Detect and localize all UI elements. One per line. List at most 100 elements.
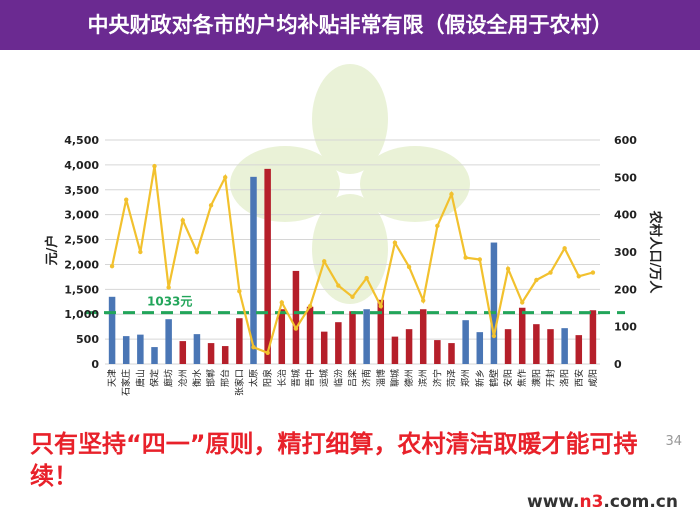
- y-tick-label: 4,000: [64, 159, 99, 172]
- bar: [236, 318, 243, 364]
- x-tick-label: 临汾: [332, 369, 344, 387]
- line-point: [520, 300, 525, 305]
- y-tick-label: 4,500: [64, 134, 99, 147]
- chart: 1033元 0 500 1,000 1,500 2,000 2,500 3,000 3,500…: [44, 134, 663, 396]
- line-point: [265, 350, 270, 355]
- line-point: [477, 257, 482, 262]
- y-tick-label: 3,000: [64, 209, 99, 222]
- bar: [122, 336, 130, 364]
- bar: [504, 329, 512, 364]
- bar: [193, 334, 201, 364]
- x-tick-label: 菏泽: [447, 369, 458, 387]
- x-tick-label: 衡水: [191, 369, 203, 387]
- y2-tick-label: 0: [614, 358, 622, 371]
- x-tick-label: 咸阳: [587, 369, 599, 387]
- bar: [278, 309, 286, 364]
- line-point: [406, 264, 412, 270]
- bar: [306, 306, 314, 364]
- x-tick-label: 濮阳: [530, 369, 542, 387]
- y2-tick-label: 300: [614, 246, 637, 259]
- x-tick-label: 运城: [319, 369, 330, 387]
- y2-tick-label: 100: [614, 321, 637, 334]
- y2-tick-label: 500: [614, 171, 637, 184]
- line-point: [138, 249, 143, 255]
- bar: [533, 324, 540, 364]
- line-points: [109, 163, 596, 355]
- site-url: www.n3.com.cn: [527, 492, 678, 512]
- x-axis-ticks: 天津 石家庄 唐山 保定 廊坊 沧州 衡水 邯郸 邢台 张家口 太原 阳泉 长治 晋城 晋中 运城 临汾 吕梁 济南…: [107, 369, 599, 396]
- line-point: [590, 270, 596, 275]
- bar: [589, 310, 597, 364]
- line-point: [435, 223, 440, 229]
- line-point: [421, 298, 426, 303]
- x-tick-label: 济南: [361, 369, 373, 387]
- bar: [349, 311, 356, 364]
- bar: [264, 168, 271, 364]
- line-point: [534, 277, 539, 283]
- line-point: [322, 259, 327, 264]
- slogan-text: 只有坚持“四一”原则，精打细算，农村清洁取暖才能可持续！: [30, 430, 638, 490]
- line-point: [166, 285, 171, 290]
- x-tick-label: 鹤壁: [488, 369, 500, 387]
- y2-tick-label: 600: [614, 134, 637, 147]
- line-point: [251, 345, 256, 350]
- x-tick-label: 晋城: [291, 369, 302, 387]
- y-tick-label: 3,500: [64, 184, 99, 197]
- y-tick-label: 1,000: [64, 308, 99, 321]
- x-tick-label: 淄博: [375, 369, 387, 387]
- bar: [320, 331, 328, 364]
- x-tick-label: 聊城: [389, 369, 401, 387]
- x-tick-label: 洛阳: [559, 369, 571, 387]
- bar: [575, 335, 583, 364]
- bar: [207, 343, 215, 364]
- bar: [448, 343, 455, 364]
- line-point: [109, 263, 115, 269]
- y-axis-label: 元/户: [44, 235, 60, 266]
- bar: [137, 334, 144, 364]
- x-tick-label: 新乡: [474, 369, 486, 387]
- bar: [419, 309, 427, 364]
- y-tick-label: 2,000: [64, 258, 99, 271]
- x-tick-label: 滨州: [417, 369, 429, 387]
- bar: [547, 329, 554, 364]
- y-tick-label: 0: [91, 358, 99, 371]
- bar: [462, 320, 469, 364]
- line-point: [180, 218, 185, 223]
- line-point: [463, 255, 468, 260]
- line-point: [505, 266, 511, 271]
- y-tick-label: 2,500: [64, 234, 99, 247]
- bar: [518, 307, 526, 364]
- y-tick-label: 500: [76, 333, 99, 346]
- line-point: [194, 249, 200, 255]
- x-tick-label: 太原: [248, 369, 260, 387]
- line-point: [350, 294, 355, 299]
- bar: [151, 347, 158, 364]
- line-point: [279, 300, 284, 305]
- line-point: [237, 289, 242, 294]
- bar: [250, 176, 257, 364]
- x-tick-label: 开封: [545, 369, 557, 387]
- bar: [476, 332, 484, 364]
- line-point: [336, 283, 341, 288]
- x-tick-label: 焦作: [516, 369, 528, 387]
- x-tick-label: 晋中: [304, 369, 316, 387]
- site-url-suffix: .com.cn: [603, 492, 678, 512]
- x-tick-label: 郑州: [460, 369, 472, 387]
- site-url-prefix: www.: [526, 492, 580, 512]
- y2-tick-label: 200: [614, 283, 637, 296]
- x-tick-label: 沧州: [177, 369, 189, 387]
- x-tick-label: 廊坊: [163, 369, 175, 387]
- bar-series: [108, 168, 597, 364]
- slide-title: 中央财政对各市的户均补贴非常有限（假设全用于农村）: [0, 0, 700, 50]
- y2-axis-ticks: 0 100 200 300 400 500 600: [614, 134, 637, 371]
- y2-axis-label: 农村人口/万人: [647, 210, 663, 295]
- y2-tick-label: 400: [614, 209, 637, 222]
- line-point: [364, 275, 369, 281]
- line-point: [293, 326, 299, 331]
- bar: [434, 340, 441, 364]
- x-tick-label: 长治: [276, 369, 288, 387]
- x-tick-label: 保定: [149, 369, 161, 387]
- line-point: [449, 191, 454, 197]
- x-tick-label: 阳泉: [262, 369, 274, 387]
- line-point: [548, 270, 553, 275]
